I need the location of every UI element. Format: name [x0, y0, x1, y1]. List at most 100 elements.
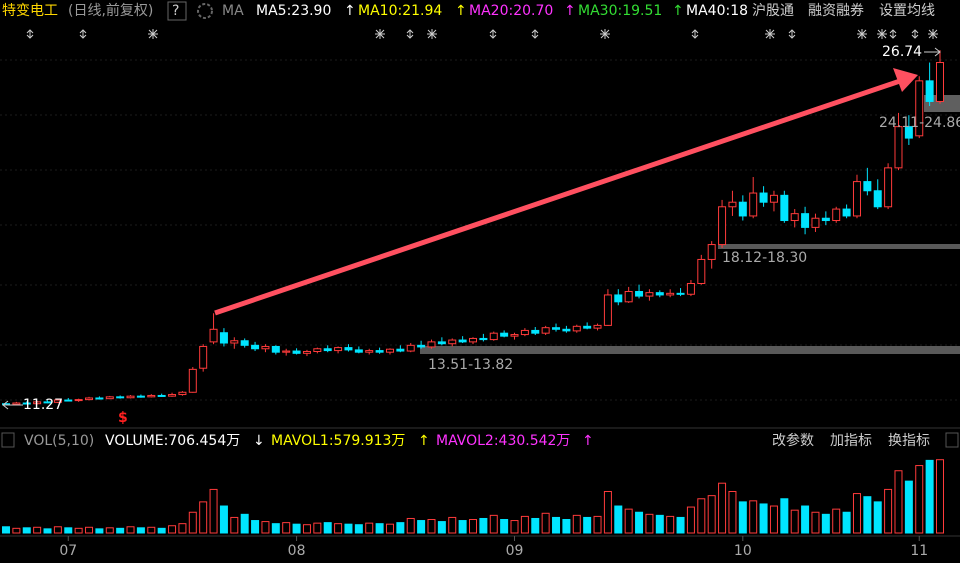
toolbar-button[interactable]: 融资融券: [808, 3, 864, 19]
candle-body: [842, 208, 851, 217]
volume-bar: [832, 508, 841, 534]
candle-body: [635, 291, 644, 297]
candle-body: [552, 327, 561, 330]
vol-arrow: ↓: [253, 433, 265, 449]
volume-bar: [520, 515, 529, 534]
volume-bar: [728, 491, 737, 534]
volume-bar: [936, 459, 944, 534]
help-box[interactable]: [167, 1, 187, 21]
candle-body: [385, 348, 394, 353]
volume-bar: [614, 505, 623, 534]
candle-body: [95, 397, 104, 400]
candle-body: [562, 328, 571, 332]
candle-body: [334, 347, 343, 352]
candle-body: [603, 294, 612, 326]
candle-body: [697, 258, 706, 284]
candle-body: [406, 344, 415, 352]
volume-bar: [645, 513, 654, 534]
volume-bar: [2, 526, 10, 534]
settings-icon[interactable]: [197, 3, 213, 19]
candle-body: [116, 396, 125, 399]
volume-bar: [801, 505, 810, 534]
candle-body: [178, 391, 187, 396]
candle-body: [852, 181, 861, 217]
vol-expand[interactable]: [945, 432, 959, 448]
candle-body: [74, 399, 83, 402]
volume-bar: [313, 522, 322, 534]
candle-body: [676, 292, 685, 295]
volume-bar: [759, 503, 768, 534]
month-label: 10: [734, 543, 752, 559]
candle-body: [64, 399, 73, 402]
support-zone-low: [420, 346, 960, 354]
volume-bar: [199, 501, 208, 534]
volume-bar: [738, 501, 747, 534]
candle-body: [832, 208, 841, 222]
indicator-button[interactable]: 换指标: [888, 432, 930, 449]
volume-bar: [271, 523, 280, 534]
candle-body: [365, 350, 374, 353]
candle-body: [707, 244, 716, 260]
volume-bar: [790, 509, 799, 534]
volume-bar: [448, 516, 457, 534]
volume-bar: [749, 500, 758, 534]
candle-body: [894, 126, 903, 169]
candle-body: [769, 194, 778, 203]
ma-value: MA20:20.70: [469, 3, 553, 19]
candle-body: [520, 329, 529, 336]
candle-body: [759, 192, 768, 203]
volume-bar: [863, 496, 872, 534]
help[interactable]: ?: [172, 3, 179, 19]
volume-bar: [178, 523, 187, 534]
volume-bar: [95, 528, 104, 534]
candle-body: [572, 325, 581, 332]
volume-bar: [344, 523, 353, 534]
volume-bar: [334, 523, 343, 534]
volume-bar: [385, 523, 394, 534]
ma-value: MA40:18: [686, 3, 748, 19]
volume-bar: [531, 517, 540, 534]
indicator-button[interactable]: 改参数: [772, 432, 814, 449]
volume-bar: [22, 527, 31, 534]
low-pointer: [2, 400, 23, 410]
volume-bar: [479, 517, 488, 534]
volume-bar: [116, 527, 125, 534]
candle-body: [583, 325, 592, 329]
volume-bar: [780, 498, 789, 534]
month-label: 08: [288, 543, 306, 559]
volume-bar: [842, 511, 851, 534]
volume-bar: [64, 527, 73, 534]
ma-label: MA: [222, 3, 244, 19]
volume-bar: [251, 520, 260, 534]
toolbar-button[interactable]: 沪股通: [752, 3, 794, 19]
volume-bar: [85, 526, 94, 534]
candle-body: [925, 80, 934, 102]
candle-body: [427, 341, 436, 348]
volume-bar: [12, 527, 21, 534]
candle-body: [728, 201, 737, 208]
candle-body: [188, 368, 197, 393]
candle-body: [230, 340, 239, 344]
volume-bar: [500, 519, 509, 534]
candle-body: [43, 401, 52, 404]
zone-mid-label: 18.12-18.30: [722, 250, 807, 266]
volume-bar: [718, 482, 727, 534]
candle-body: [344, 347, 353, 351]
candle-body: [157, 394, 166, 397]
toolbar-button[interactable]: 设置均线: [879, 3, 935, 19]
candle-body: [489, 332, 498, 341]
candle-body: [126, 395, 135, 399]
candle-body: [614, 294, 623, 303]
volume-bar: [261, 521, 270, 534]
indicator-button[interactable]: 加指标: [830, 433, 872, 449]
volume-bar: [219, 505, 228, 534]
candle-body: [873, 190, 882, 208]
volume-bar: [33, 526, 42, 534]
vol-toggle[interactable]: [1, 432, 15, 448]
volume-bar: [396, 522, 405, 534]
candle-body: [469, 337, 477, 343]
volume-bar: [697, 498, 706, 534]
candle-body: [437, 341, 446, 345]
vol-arrow: ↑: [582, 433, 594, 449]
